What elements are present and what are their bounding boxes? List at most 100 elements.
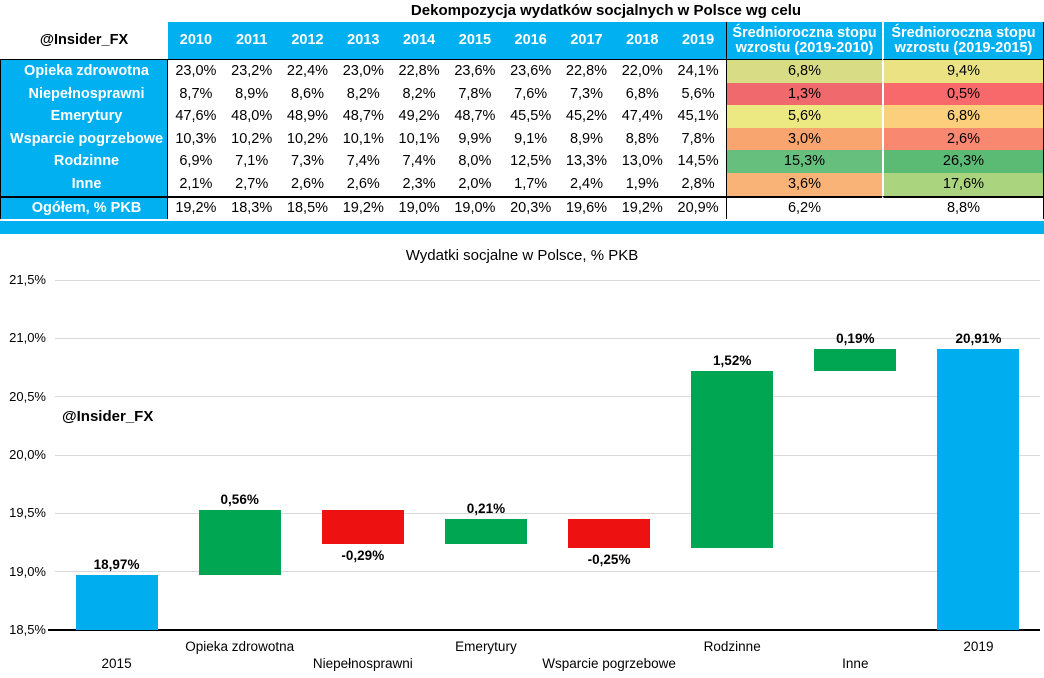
- table-cell: 48,0%: [231, 108, 273, 125]
- bar-value-label: 0,19%: [836, 330, 875, 346]
- table-cell: 8,0%: [458, 153, 492, 170]
- bar-value-label: 0,56%: [220, 491, 259, 507]
- table-cell: 45,2%: [565, 108, 608, 125]
- table-cell: 8,2%: [346, 85, 380, 102]
- x-axis-category-label: Emerytury: [455, 639, 517, 654]
- table-cell: 8,9%: [235, 85, 269, 102]
- bar-value-label: 18,97%: [93, 557, 140, 573]
- growth-cell: 15,3%: [725, 150, 882, 173]
- waterfall-bar-total: [75, 575, 158, 630]
- growth-cell: 0,5%: [881, 82, 1044, 106]
- year-header: 2017: [558, 22, 615, 60]
- table-cell: 48,7%: [454, 108, 496, 125]
- row-label: Niepełnosprawni: [0, 82, 168, 106]
- row-label: Opieka zdrowotna: [0, 60, 168, 83]
- growth-cell: 5,6%: [725, 105, 882, 128]
- x-axis-category-label: 2015: [101, 656, 132, 671]
- x-axis-category-label: 2019: [963, 639, 994, 654]
- growth-cell: 3,0%: [725, 127, 882, 151]
- chart-title: Wydatki socjalne w Polsce, % PKB: [405, 247, 639, 264]
- waterfall-bar-decrease: [814, 348, 897, 371]
- table-cell: 2,3%: [402, 176, 436, 193]
- total-cell: 19,0%: [446, 195, 503, 219]
- growth-cell: 6,8%: [725, 60, 882, 83]
- y-axis-tick-label: 20,5%: [9, 388, 46, 404]
- table-cell: 23,6%: [510, 63, 552, 80]
- table-cell: 6,8%: [625, 85, 659, 102]
- table-cell: 49,2%: [398, 108, 440, 125]
- table-cell: 8,8%: [625, 130, 659, 147]
- year-header: 2018: [614, 22, 671, 60]
- total-cell: 19,6%: [558, 195, 615, 219]
- table-cell: 12,5%: [510, 153, 552, 170]
- bar-value-label: 20,91%: [955, 330, 1002, 346]
- chart-watermark: @Insider_FX: [62, 408, 154, 425]
- growth-header-2010: Średnioroczna stopu wzrostu (2019-2010): [725, 22, 882, 60]
- table-cell: 2,8%: [681, 176, 715, 193]
- table-cell: 2,6%: [290, 176, 325, 193]
- year-header: 2015: [446, 22, 503, 60]
- total-cell: 19,2%: [335, 195, 392, 219]
- table-cell: 7,6%: [514, 85, 548, 102]
- table-cell: 23,0%: [175, 63, 217, 80]
- table-cell: 23,0%: [342, 63, 384, 80]
- chart-gridline: [55, 396, 1040, 398]
- chart-gridline: [55, 279, 1040, 281]
- table-cell: 2,7%: [235, 176, 269, 193]
- table-cell: 48,7%: [342, 108, 384, 125]
- table-cell: 8,6%: [290, 85, 325, 102]
- y-axis-tick-label: 21,0%: [9, 330, 46, 346]
- table-cell: 10,3%: [175, 130, 217, 147]
- table-cell: 9,1%: [514, 130, 548, 147]
- table-cell: 2,6%: [346, 176, 380, 193]
- table-cell: 22,4%: [286, 63, 329, 80]
- decomposition-table: @Insider_FX 2010 2011 2012 2013 2014 2015 2016 2…: [0, 22, 1044, 234]
- growth-cell: 17,6%: [881, 172, 1044, 196]
- table-cell: 7,8%: [681, 130, 715, 147]
- waterfall-bar-total: [937, 348, 1020, 630]
- year-header: 2014: [391, 22, 447, 60]
- table-corner-watermark: @Insider_FX: [0, 22, 168, 60]
- growth-cell: 2,6%: [881, 127, 1044, 151]
- growth-cell: 1,3%: [725, 82, 882, 106]
- table-cell: 22,0%: [621, 63, 663, 80]
- waterfall-bar-decrease: [321, 509, 404, 544]
- total-cell: 19,2%: [614, 195, 671, 219]
- table-cell: 23,6%: [454, 63, 496, 80]
- table-cell: 7,1%: [235, 153, 269, 170]
- table-cell: 23,2%: [231, 63, 273, 80]
- table-cell: 7,8%: [458, 85, 492, 102]
- table-cell: 1,7%: [514, 176, 548, 193]
- table-cell: 13,0%: [621, 153, 663, 170]
- year-header: 2012: [279, 22, 336, 60]
- y-axis-tick-label: 19,0%: [9, 563, 46, 579]
- table-cell: 22,8%: [398, 63, 440, 80]
- table-bottom-strip: [0, 220, 1044, 234]
- year-header: 2013: [335, 22, 392, 60]
- table-cell: 8,7%: [179, 85, 213, 102]
- total-cell: 19,0%: [391, 195, 447, 219]
- table-cell: 48,9%: [286, 108, 329, 125]
- bar-value-label: 0,21%: [466, 501, 506, 517]
- bar-value-label: 1,52%: [713, 353, 752, 368]
- year-header: 2019: [670, 22, 726, 60]
- table-cell: 14,5%: [677, 153, 719, 170]
- chart-gridline: [55, 512, 1040, 514]
- total-growth-cell: 6,2%: [725, 195, 882, 219]
- table-cell: 2,0%: [458, 176, 492, 193]
- waterfall-bar-increase: [444, 519, 527, 544]
- table-cell: 2,4%: [569, 176, 603, 193]
- table-cell: 10,2%: [231, 130, 273, 147]
- year-header: 2010: [168, 22, 224, 60]
- waterfall-bar-decrease: [568, 519, 651, 549]
- table-cell: 47,4%: [621, 108, 663, 125]
- x-axis-category-label: Inne: [842, 656, 869, 671]
- y-axis-tick-label: 20,0%: [9, 447, 46, 462]
- total-cell: 18,5%: [279, 195, 336, 219]
- year-header: 2016: [502, 22, 559, 60]
- growth-cell: 6,8%: [881, 105, 1044, 128]
- table-cell: 45,5%: [510, 108, 552, 125]
- row-label: Inne: [0, 172, 168, 196]
- table-cell: 13,3%: [565, 153, 608, 170]
